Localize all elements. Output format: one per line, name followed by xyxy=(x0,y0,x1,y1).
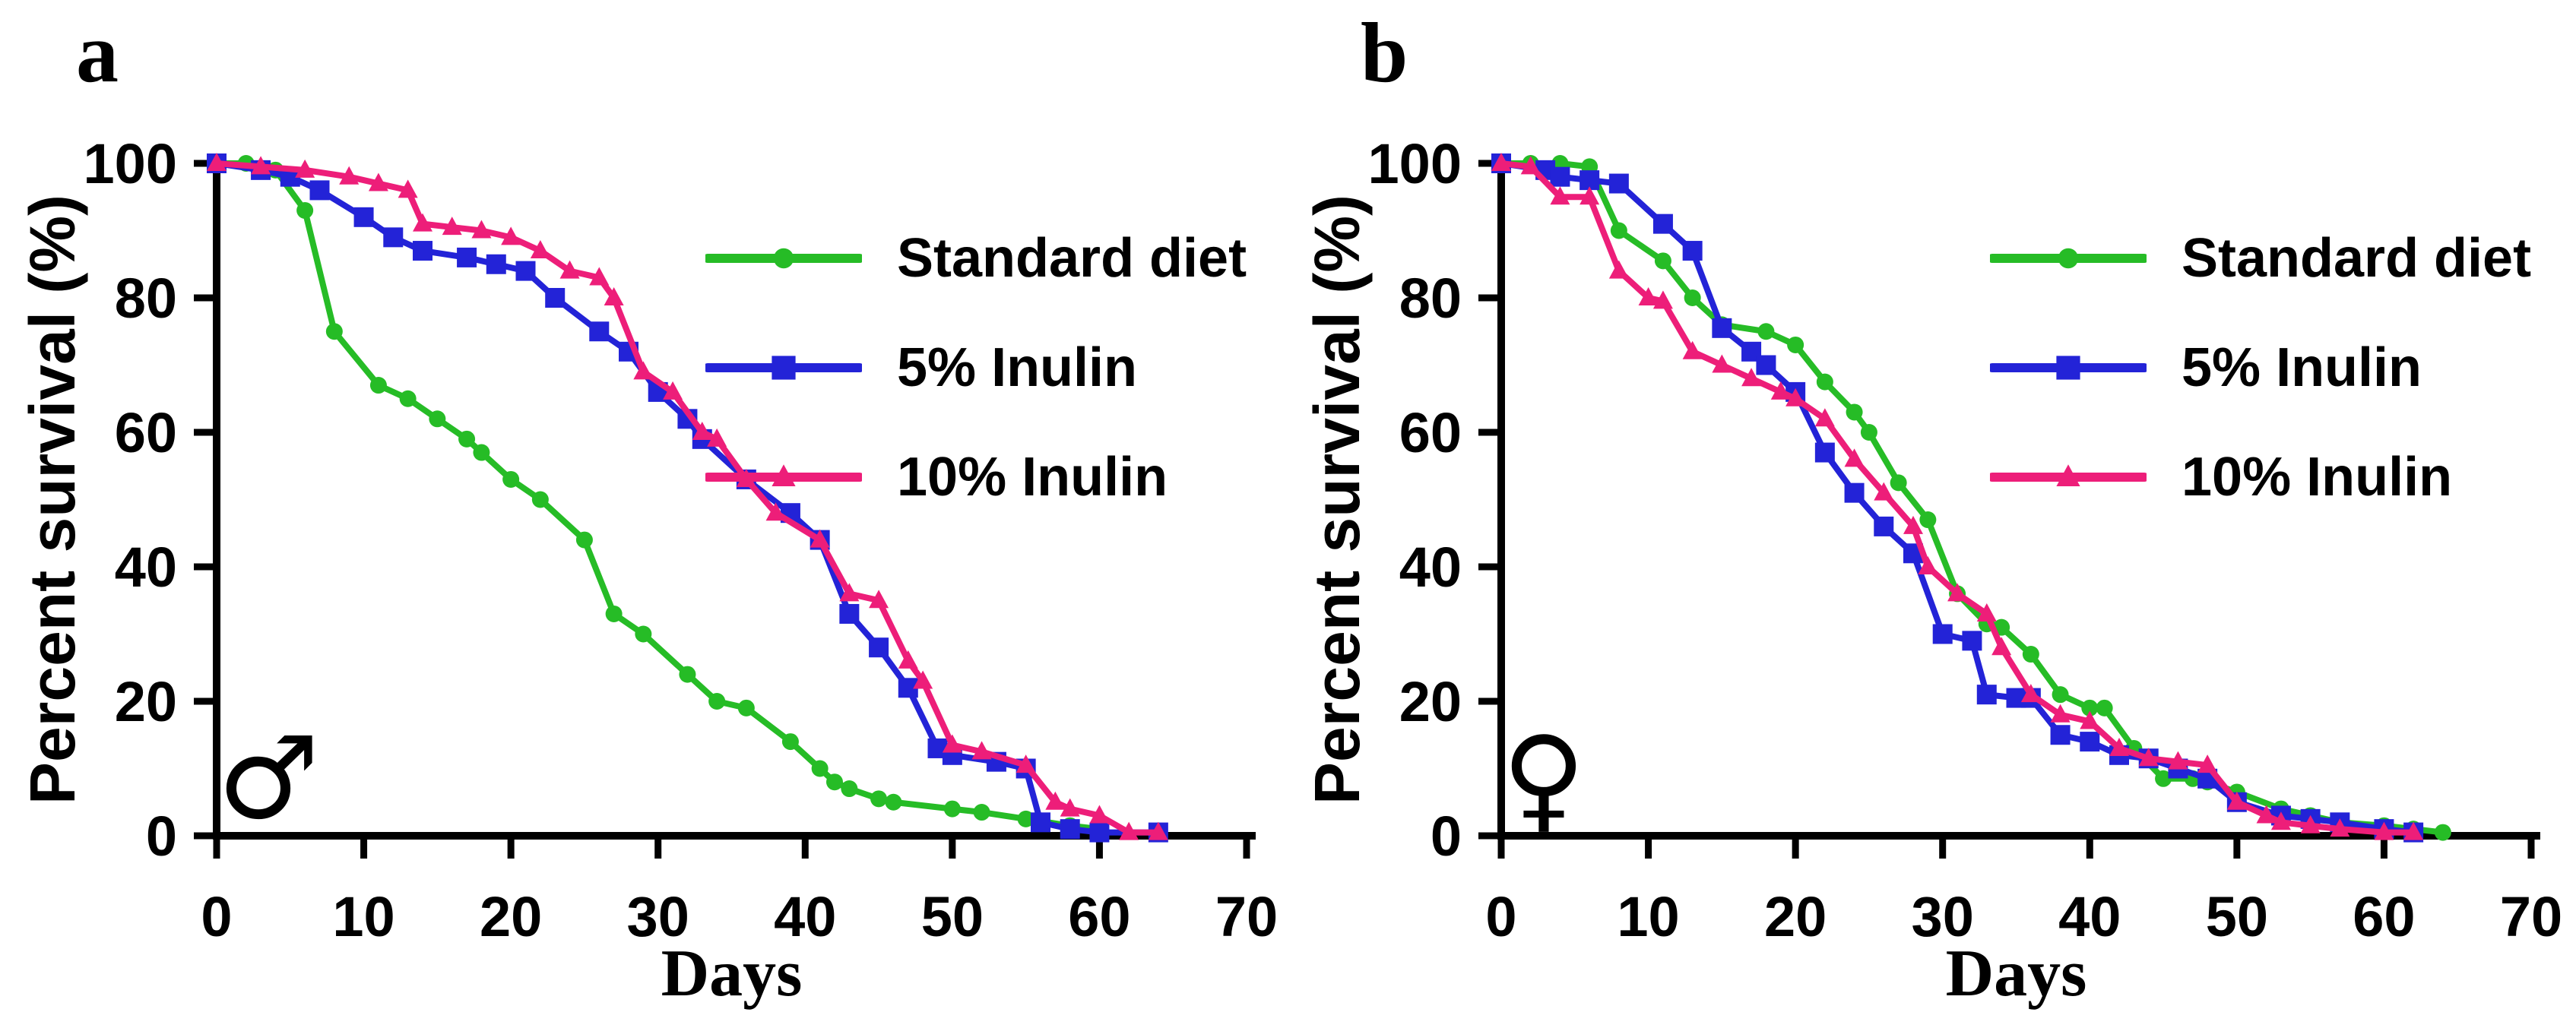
legend-row-5-inulin: 5% Inulin xyxy=(1990,334,2531,402)
male-symbol: ♂ xyxy=(217,713,320,845)
legend-label-5-inulin: 5% Inulin xyxy=(2182,337,2422,398)
x-tick-label: 30 xyxy=(627,885,689,948)
legend-label-5-inulin: 5% Inulin xyxy=(897,337,1138,398)
y-tick-label: 20 xyxy=(115,670,177,733)
panel-a-y-axis-title: Percent survival (%) xyxy=(17,195,88,805)
female-symbol: ♀ xyxy=(1502,713,1586,845)
legend-label-standard-diet: Standard diet xyxy=(897,228,1247,289)
inulin5-line-marker-icon xyxy=(1990,356,2147,380)
y-tick-label: 40 xyxy=(1399,536,1462,599)
panel-b-plot: 0 20 40 60 80 100 0 10 20 30 40 50 60 70 xyxy=(1368,132,2563,948)
x-tick-label: 60 xyxy=(2353,885,2415,948)
panel-a-letter: a xyxy=(76,6,119,100)
x-tick-label: 10 xyxy=(1617,885,1679,948)
inulin5-line-marker-icon xyxy=(705,356,862,380)
y-tick-label: 80 xyxy=(115,267,177,330)
legend-label-10-inulin: 10% Inulin xyxy=(897,447,1168,508)
legend-row-10-inulin: 10% Inulin xyxy=(1990,443,2531,511)
y-tick-label: 20 xyxy=(1399,670,1462,733)
x-tick-label: 20 xyxy=(480,885,542,948)
panel-a-x-axis-title: Days xyxy=(661,937,803,1011)
series-10-inulin xyxy=(1491,153,2424,840)
inulin10-line-marker-icon xyxy=(705,464,862,486)
x-tick-label: 60 xyxy=(1068,885,1130,948)
axes: 0 20 40 60 80 100 0 10 20 30 40 50 60 70 xyxy=(1368,132,2563,948)
x-tick-label: 10 xyxy=(332,885,394,948)
legend-row-standard-diet: Standard diet xyxy=(1990,224,2531,293)
x-tick-label: 0 xyxy=(1485,885,1516,948)
inulin10-line-marker-icon xyxy=(1990,464,2147,486)
x-tick-label: 50 xyxy=(2206,885,2268,948)
x-tick-label: 70 xyxy=(2500,885,2562,948)
y-tick-label: 40 xyxy=(115,536,177,599)
legend-row-10-inulin: 10% Inulin xyxy=(705,443,1247,511)
y-tick-label: 80 xyxy=(1399,267,1462,330)
standard-diet-line-marker-icon xyxy=(1990,248,2147,269)
panel-a: 0 20 40 60 80 100 0 10 20 30 40 50 60 70 a Percent su… xyxy=(17,6,1278,1011)
standard-diet-line-marker-icon xyxy=(705,248,862,269)
x-tick-label: 0 xyxy=(201,885,232,948)
y-tick-label: 60 xyxy=(1399,401,1462,464)
legend-label-10-inulin: 10% Inulin xyxy=(2182,447,2453,508)
series-10-inulin xyxy=(207,153,1168,840)
x-tick-label: 30 xyxy=(1912,885,1974,948)
x-tick-label: 20 xyxy=(1764,885,1827,948)
y-tick-label: 0 xyxy=(146,805,177,868)
legend-row-standard-diet: Standard diet xyxy=(705,224,1247,293)
panel-b-letter: b xyxy=(1361,6,1408,100)
legend-label-standard-diet: Standard diet xyxy=(2182,228,2532,289)
x-tick-label: 40 xyxy=(774,885,836,948)
x-tick-label: 50 xyxy=(921,885,984,948)
panel-a-legend: Standard diet 5% Inulin 10% Inulin xyxy=(705,224,1247,511)
y-tick-label: 0 xyxy=(1431,805,1462,868)
legend-row-5-inulin: 5% Inulin xyxy=(705,334,1247,402)
y-tick-label: 60 xyxy=(115,401,177,464)
y-tick-label: 100 xyxy=(84,132,177,195)
panel-b-legend: Standard diet 5% Inulin 10% Inulin xyxy=(1990,224,2531,511)
panel-b-x-axis-title: Days xyxy=(1945,937,2087,1011)
x-tick-label: 70 xyxy=(1215,885,1278,948)
panel-b-y-axis-title: Percent survival (%) xyxy=(1301,195,1373,805)
y-tick-label: 100 xyxy=(1368,132,1462,195)
panel-a-plot: 0 20 40 60 80 100 0 10 20 30 40 50 60 70 xyxy=(84,132,1278,948)
panel-b: 0 20 40 60 80 100 0 10 20 30 40 50 60 70 b Percent su… xyxy=(1285,0,2576,1028)
x-tick-label: 40 xyxy=(2058,885,2121,948)
